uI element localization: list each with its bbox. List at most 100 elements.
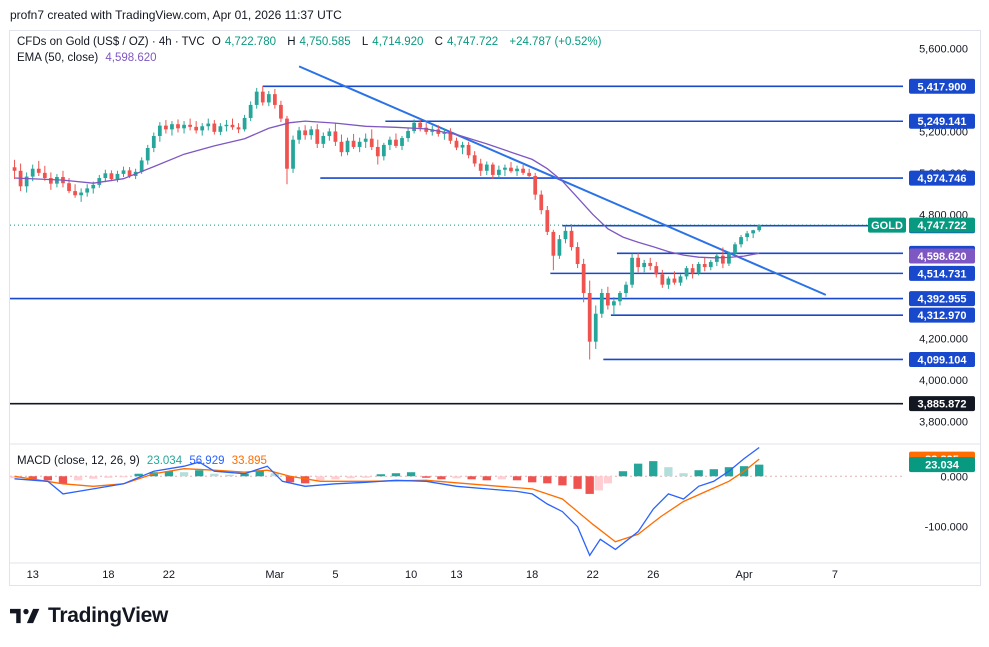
open-label: O: [211, 36, 221, 48]
time-tick-label: 13: [450, 569, 462, 581]
candle-body: [418, 122, 423, 128]
candle-body: [157, 125, 162, 136]
candle-body: [248, 104, 253, 118]
level-price-badge-bg: [909, 396, 975, 412]
chart-credit: profn7 created with TradingView.com, Apr…: [10, 8, 342, 22]
candle-body: [684, 268, 689, 277]
candle-body: [48, 178, 53, 184]
candle-body: [533, 175, 538, 195]
macd-histogram-bar: [255, 470, 264, 477]
candle-body: [593, 313, 598, 342]
candle-body: [381, 144, 386, 157]
macd-histogram-bar: [73, 476, 83, 481]
candle-body: [260, 91, 265, 103]
candle-body: [702, 264, 707, 268]
candle-body: [478, 163, 483, 171]
ticker-badge: GOLD: [871, 220, 903, 232]
candle-body: [642, 262, 647, 268]
candle-body: [497, 169, 501, 175]
candle-body: [751, 230, 756, 234]
ema-price-badge: 4,598.620: [918, 251, 967, 263]
macd-histogram-bar: [119, 476, 128, 478]
level-price-badge: 4,392.955: [918, 294, 967, 306]
candle-body: [315, 129, 320, 144]
candle-body: [733, 244, 737, 254]
macd-histogram-bar: [300, 476, 310, 484]
candle-body: [612, 301, 616, 306]
level-price-badge-bg: [909, 170, 975, 186]
candle-body: [575, 247, 580, 264]
candle-body: [327, 131, 332, 136]
candle-body: [708, 261, 713, 268]
macd-histogram-bar: [512, 476, 522, 481]
macd-histogram-bar: [10, 476, 19, 479]
candle-body: [545, 210, 550, 232]
macd-histogram-bar: [422, 476, 431, 478]
candle-body: [200, 126, 205, 131]
chart-frame[interactable]: [9, 30, 981, 586]
candle-body: [170, 124, 174, 130]
candle-body: [194, 126, 199, 131]
time-tick-label: 18: [102, 569, 114, 581]
macd-histogram-bar: [270, 473, 280, 477]
candle-body: [727, 253, 731, 264]
time-tick-label: 22: [163, 569, 175, 581]
macd-histogram-bar: [618, 471, 628, 477]
candle-body: [67, 183, 71, 192]
candle-body: [714, 255, 719, 262]
candle-body: [357, 141, 362, 147]
candle-body: [636, 257, 641, 268]
candle-body: [182, 124, 186, 129]
macd-histogram-bar: [225, 474, 234, 477]
macd-legend[interactable]: MACD (close, 12, 26, 9) 23.034 56.929 33…: [17, 455, 271, 467]
candle-body: [618, 293, 622, 302]
candle-body: [230, 124, 235, 128]
high-label: H: [287, 36, 296, 48]
macd-line-value: 56.929: [189, 455, 225, 467]
candle-body: [24, 176, 29, 187]
close-label: C: [434, 36, 443, 48]
candle-body: [339, 141, 344, 153]
macd-histogram-bar: [58, 476, 68, 484]
level-price-badge-bg: [909, 291, 975, 307]
candle-body: [581, 264, 586, 293]
candle-body: [484, 164, 489, 171]
tradingview-logo-text: TradingView: [48, 604, 169, 627]
macd-histogram-bar: [482, 476, 491, 481]
level-price-badge-bg: [909, 265, 975, 281]
candle-body: [563, 230, 568, 240]
change-value: +24.787 (+0.52%): [509, 36, 602, 48]
candle-body: [321, 135, 326, 144]
level-price-badge: 4,099.104: [918, 354, 968, 366]
candle-body: [648, 262, 653, 267]
candle-body: [509, 167, 513, 172]
time-tick-label: 7: [832, 569, 838, 581]
candle-body: [490, 164, 495, 175]
macd-histogram-value: 23.034: [146, 455, 183, 467]
level-price-badge: 5,249.141: [918, 116, 967, 128]
low-value: 4,714.920: [372, 36, 424, 48]
ema-legend[interactable]: EMA (50, close) 4,598.620: [17, 52, 161, 64]
candle-body: [521, 168, 525, 173]
macd-histogram-bar: [437, 476, 446, 480]
time-tick-label: 18: [526, 569, 538, 581]
time-tick-label: 5: [332, 569, 338, 581]
candle-body: [272, 94, 277, 105]
last-price-badge: 4,747.722: [918, 220, 967, 232]
macd-tick-label: -100.000: [925, 522, 968, 534]
price-tick-label: 4,200.000: [919, 334, 968, 346]
candle-body: [97, 178, 102, 185]
candle-body: [176, 124, 180, 129]
level-price-badge: 3,885.872: [918, 399, 967, 411]
tradingview-logo[interactable]: TradingView: [10, 604, 168, 628]
macd-histogram-bar: [28, 476, 37, 480]
macd-histogram-bar: [346, 476, 355, 479]
candle-body: [224, 124, 229, 127]
time-tick-label: Apr: [736, 569, 753, 581]
candle-body: [442, 132, 447, 134]
candle-body: [569, 230, 574, 248]
candle-body: [266, 94, 271, 103]
candle-body: [279, 104, 283, 119]
candle-body: [406, 131, 410, 139]
